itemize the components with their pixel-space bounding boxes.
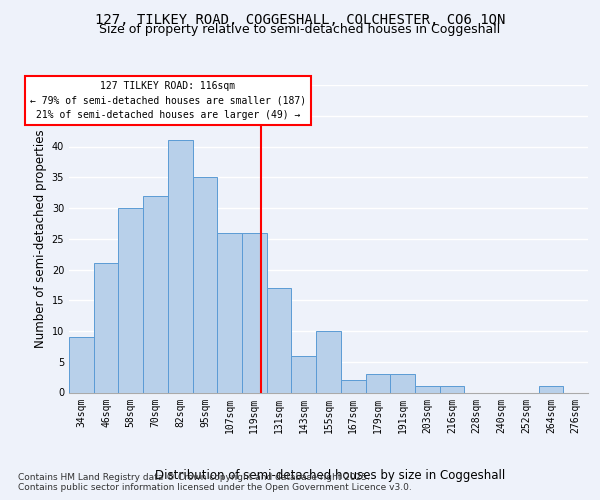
Bar xyxy=(440,386,464,392)
Y-axis label: Number of semi-detached properties: Number of semi-detached properties xyxy=(34,130,47,348)
Text: 127 TILKEY ROAD: 116sqm
← 79% of semi-detached houses are smaller (187)
21% of s: 127 TILKEY ROAD: 116sqm ← 79% of semi-de… xyxy=(30,80,306,120)
Bar xyxy=(539,386,563,392)
Bar xyxy=(118,208,143,392)
Bar xyxy=(193,178,217,392)
Bar xyxy=(316,331,341,392)
Bar xyxy=(267,288,292,393)
Text: Distribution of semi-detached houses by size in Coggeshall: Distribution of semi-detached houses by … xyxy=(155,470,505,482)
Bar xyxy=(217,232,242,392)
Bar xyxy=(292,356,316,393)
Bar xyxy=(341,380,365,392)
Text: 127, TILKEY ROAD, COGGESHALL, COLCHESTER, CO6 1QN: 127, TILKEY ROAD, COGGESHALL, COLCHESTER… xyxy=(95,12,505,26)
Bar xyxy=(168,140,193,392)
Bar xyxy=(94,264,118,392)
Text: Size of property relative to semi-detached houses in Coggeshall: Size of property relative to semi-detach… xyxy=(100,24,500,36)
Bar xyxy=(365,374,390,392)
Bar xyxy=(415,386,440,392)
Bar xyxy=(242,232,267,392)
Bar xyxy=(143,196,168,392)
Text: Contains HM Land Registry data © Crown copyright and database right 2025.
Contai: Contains HM Land Registry data © Crown c… xyxy=(18,473,412,492)
Bar xyxy=(390,374,415,392)
Bar xyxy=(69,337,94,392)
